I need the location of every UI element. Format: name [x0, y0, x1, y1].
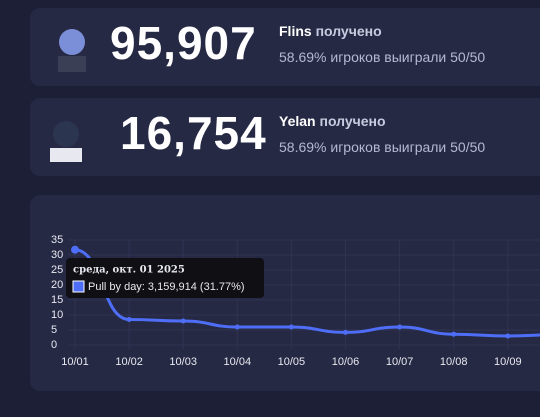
suffix: получено	[319, 113, 386, 129]
x-tick-label: 10/04	[224, 356, 252, 368]
y-tick-label: 20	[51, 279, 63, 291]
point	[451, 331, 457, 337]
tooltip-text: Pull by day: 3,159,914 (31.77%)	[88, 281, 245, 293]
x-tick-label: 10/07	[386, 356, 414, 368]
x-tick-label: 10/02	[115, 356, 143, 368]
tooltip: среда, окт. 01 2025 Pull by day: 3,159,91…	[66, 258, 264, 298]
subtitle: 58.69% игроков выиграли 50/50	[279, 49, 486, 65]
tooltip-swatch	[72, 280, 85, 293]
character-name: Yelan	[279, 113, 316, 129]
tooltip-box	[66, 258, 264, 298]
point	[71, 245, 79, 254]
character: Yelan получено	[279, 113, 386, 129]
point	[288, 324, 294, 330]
point	[180, 318, 186, 324]
point	[397, 324, 403, 330]
character: Flins получено	[279, 23, 382, 39]
y-tick-label: 10	[51, 309, 63, 321]
point	[505, 333, 511, 339]
y-tick-label: 15	[51, 294, 63, 306]
character-name: Flins	[279, 23, 312, 39]
subtitle: 58.69% игроков выиграли 50/50	[279, 139, 486, 155]
y-tick-label: 25	[51, 264, 63, 276]
y-tick-label: 30	[51, 249, 63, 261]
stat-card: 95,907 Flins получено 58.69% игроков выи…	[30, 8, 540, 86]
y-tick-label: 5	[51, 324, 57, 336]
count: 16,754	[120, 107, 267, 159]
count: 95,907	[110, 17, 257, 69]
x-tick-label: 10/03	[169, 356, 197, 368]
suffix: получено	[315, 23, 382, 39]
x-tick-label: 10/01	[61, 356, 89, 368]
point	[234, 324, 240, 330]
stat-card: 16,754 Yelan получено 58.69% игроков выи…	[30, 98, 540, 176]
x-tick-label: 10/08	[440, 356, 468, 368]
x-tick-label: 10/09	[494, 356, 522, 368]
x-tick-label: 10/06	[332, 356, 360, 368]
y-tick-label: 0	[51, 339, 57, 351]
avatar	[58, 29, 86, 72]
point	[343, 329, 348, 335]
line	[74, 248, 540, 338]
avatar	[50, 121, 82, 162]
x-tick-label: 10/05	[278, 356, 306, 368]
y-tick-label: 35	[51, 234, 63, 246]
point	[126, 317, 132, 322]
tooltip-title: среда, окт. 01 2025	[73, 265, 185, 276]
